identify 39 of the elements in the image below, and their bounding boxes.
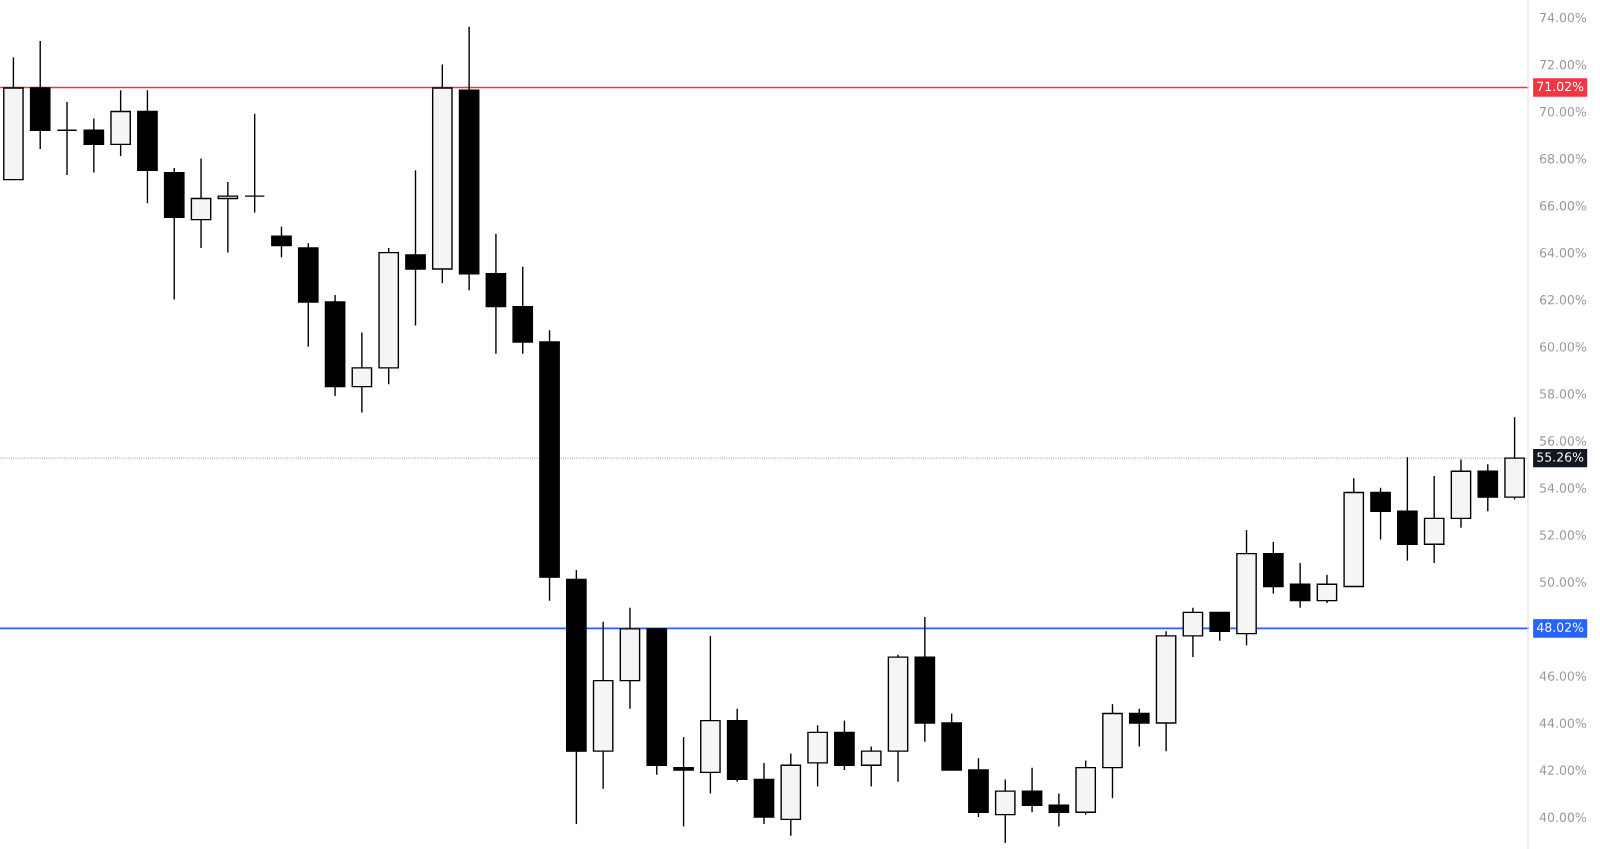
candlestick [217, 181, 239, 254]
candlestick [1182, 607, 1204, 658]
candlestick [994, 778, 1016, 844]
candlestick [1021, 766, 1043, 814]
candlestick [1209, 611, 1231, 642]
y-tick-label: 50.00% [1540, 577, 1587, 587]
ref-line-label: 48.02% [1536, 622, 1584, 633]
y-tick-label: 64.00% [1539, 248, 1587, 258]
candlestick [351, 331, 373, 414]
y-tick-label: 62.00% [1539, 295, 1587, 305]
ref-line-label: 71.02% [1537, 81, 1584, 92]
candlestick [860, 745, 882, 788]
candlestick [244, 113, 266, 214]
candlestick [1316, 574, 1338, 604]
y-tick-label: 68.00% [1539, 153, 1587, 164]
y-tick-label: 44.00% [1539, 718, 1587, 728]
y-tick-label: 54.00% [1540, 483, 1587, 493]
candlestick [1370, 487, 1391, 541]
y-tick-label: 72.00% [1540, 59, 1587, 70]
y-tick-label: 70.00% [1540, 106, 1587, 117]
candlestick [56, 101, 78, 176]
candlestick [83, 117, 105, 174]
y-tick-label: 42.00% [1539, 765, 1587, 775]
y-tick-label: 66.00% [1539, 201, 1587, 211]
y-tick-label: 56.00% [1540, 436, 1587, 446]
y-tick-label: 46.00% [1539, 671, 1587, 681]
candlestick [1128, 708, 1150, 748]
candlestick [271, 226, 292, 258]
candlestick [1289, 562, 1311, 609]
ref-line-label: 55.26% [1537, 452, 1584, 462]
candlestick [405, 169, 426, 327]
y-tick-label: 58.00% [1540, 389, 1587, 399]
y-tick-label: 60.00% [1539, 342, 1587, 352]
y-tick-label: 40.00% [1539, 812, 1587, 822]
y-tick-label: 52.00% [1540, 530, 1587, 540]
candlestick [1048, 792, 1070, 828]
candlestick [673, 736, 694, 828]
y-tick-label: 74.00% [1540, 12, 1587, 23]
candlestick [190, 157, 212, 249]
